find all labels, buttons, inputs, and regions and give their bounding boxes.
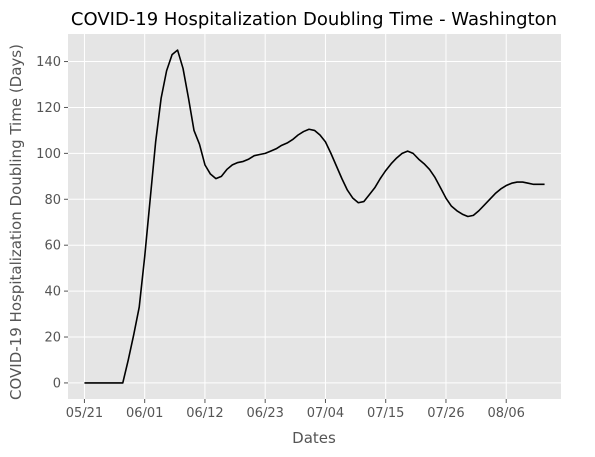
x-tick-label: 06/23 bbox=[246, 406, 283, 421]
x-tick-label: 08/06 bbox=[487, 406, 524, 421]
y-tick-label: 140 bbox=[36, 55, 61, 70]
x-tick-label: 05/21 bbox=[66, 406, 103, 421]
chart-title: COVID-19 Hospitalization Doubling Time -… bbox=[71, 9, 557, 30]
y-tick-label: 0 bbox=[53, 376, 61, 391]
plot-area bbox=[68, 34, 561, 399]
x-tick-label: 06/12 bbox=[186, 406, 223, 421]
x-axis-label: Dates bbox=[292, 429, 336, 447]
y-tick-label: 40 bbox=[44, 285, 61, 300]
x-tick-label: 07/04 bbox=[307, 406, 344, 421]
x-tick-label: 07/15 bbox=[367, 406, 404, 421]
y-tick-label: 60 bbox=[44, 239, 61, 254]
y-axis-label: COVID-19 Hospitalization Doubling Time (… bbox=[7, 44, 25, 400]
x-tick-label: 07/26 bbox=[427, 406, 464, 421]
y-tick-label: 120 bbox=[36, 101, 61, 116]
y-tick-label: 80 bbox=[44, 193, 61, 208]
x-tick-label: 06/01 bbox=[126, 406, 163, 421]
y-tick-label: 100 bbox=[36, 147, 61, 162]
y-tick-label: 20 bbox=[44, 331, 61, 346]
